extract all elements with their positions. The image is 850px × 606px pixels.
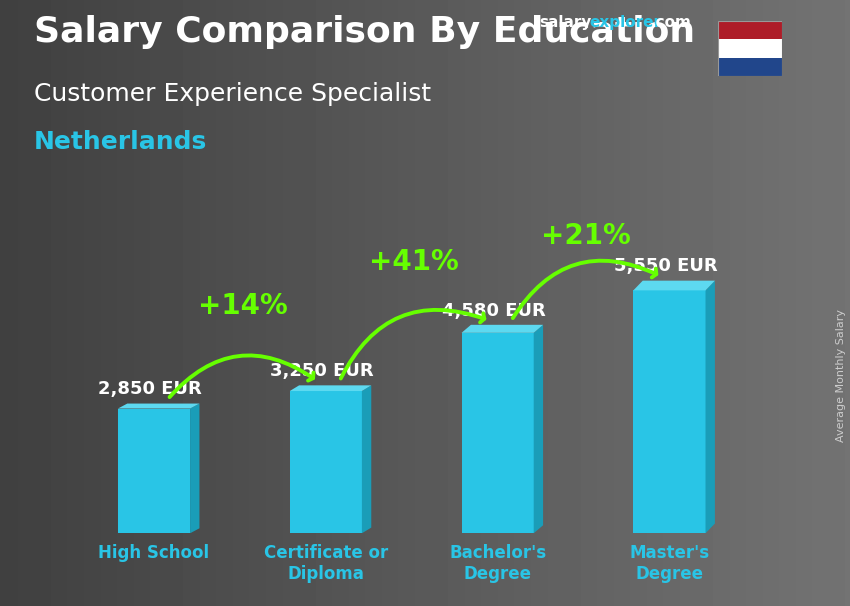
- Bar: [462, 333, 534, 533]
- Polygon shape: [706, 281, 715, 533]
- Bar: [633, 290, 706, 533]
- Polygon shape: [462, 325, 543, 333]
- Text: 3,250 EUR: 3,250 EUR: [270, 362, 374, 380]
- Text: Customer Experience Specialist: Customer Experience Specialist: [34, 82, 431, 106]
- Text: +41%: +41%: [370, 248, 459, 276]
- Text: salary: salary: [540, 15, 592, 30]
- Polygon shape: [534, 325, 543, 533]
- Text: Netherlands: Netherlands: [34, 130, 207, 155]
- Polygon shape: [118, 404, 200, 408]
- Polygon shape: [362, 385, 371, 533]
- Polygon shape: [633, 281, 715, 290]
- Bar: [718, 58, 782, 76]
- Bar: [718, 21, 782, 39]
- Text: 2,850 EUR: 2,850 EUR: [99, 381, 202, 398]
- Text: Salary Comparison By Education: Salary Comparison By Education: [34, 15, 695, 49]
- Text: 4,580 EUR: 4,580 EUR: [442, 302, 546, 319]
- Polygon shape: [190, 404, 200, 533]
- Text: .com: .com: [650, 15, 691, 30]
- Text: 5,550 EUR: 5,550 EUR: [614, 258, 717, 275]
- Text: +14%: +14%: [197, 291, 287, 320]
- Bar: [118, 408, 190, 533]
- Text: +21%: +21%: [541, 222, 631, 250]
- Bar: [718, 39, 782, 58]
- Text: explorer: explorer: [589, 15, 661, 30]
- Text: Average Monthly Salary: Average Monthly Salary: [836, 309, 846, 442]
- Polygon shape: [290, 385, 371, 391]
- Bar: [290, 391, 362, 533]
